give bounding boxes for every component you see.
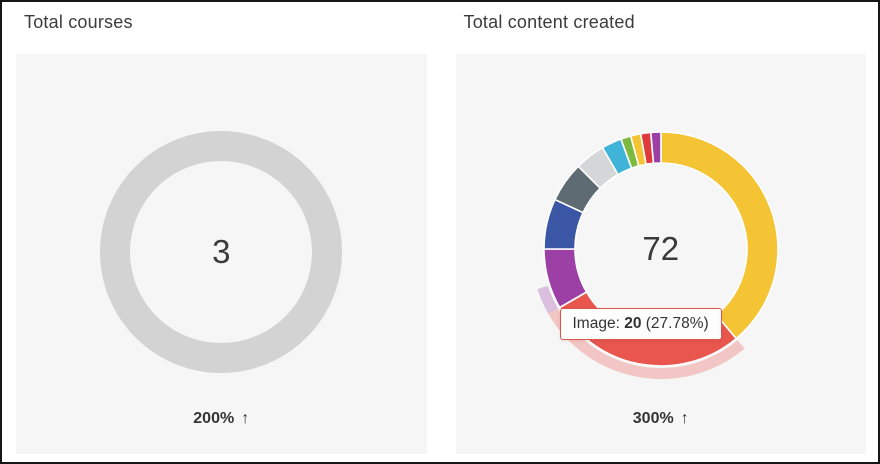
total-content-trend: 300% ↑ bbox=[456, 410, 867, 428]
total-courses-trend: 200% ↑ bbox=[16, 410, 427, 428]
chart-tooltip: Image: 20 (27.78%) bbox=[559, 308, 722, 340]
tooltip-value: 20 bbox=[624, 315, 642, 332]
hover-halo bbox=[537, 285, 558, 314]
total-content-card: 72 Image: 20 (27.78%) 300% ↑ bbox=[455, 54, 867, 454]
total-courses-trend-percent: 200% bbox=[193, 410, 235, 427]
total-content-donut-chart bbox=[537, 131, 779, 379]
trend-up-arrow-icon: ↑ bbox=[680, 410, 689, 427]
total-content-trend-percent: 300% bbox=[632, 410, 674, 427]
total-courses-title: Total courses bbox=[16, 2, 427, 54]
tooltip-series-label: Image: bbox=[572, 315, 620, 332]
total-content-column: Total content created 72 Image: 20 (27.7… bbox=[455, 2, 867, 454]
total-courses-donut: 3 bbox=[86, 117, 356, 387]
total-content-donut: 72 bbox=[530, 118, 792, 380]
hover-halo bbox=[548, 308, 745, 379]
total-courses-card: 3 200% ↑ bbox=[16, 54, 427, 454]
donut-segment-courses[interactable] bbox=[100, 131, 343, 373]
total-courses-column: Total courses 3 200% ↑ bbox=[16, 2, 427, 454]
tooltip-percent: (27.78%) bbox=[645, 315, 709, 332]
total-courses-donut-chart bbox=[100, 131, 343, 373]
trend-up-arrow-icon: ↑ bbox=[241, 410, 250, 427]
total-content-title: Total content created bbox=[455, 2, 866, 54]
stats-columns: Total courses 3 200% ↑ Total content crea… bbox=[2, 2, 878, 454]
donut-segment[interactable] bbox=[649, 131, 662, 165]
